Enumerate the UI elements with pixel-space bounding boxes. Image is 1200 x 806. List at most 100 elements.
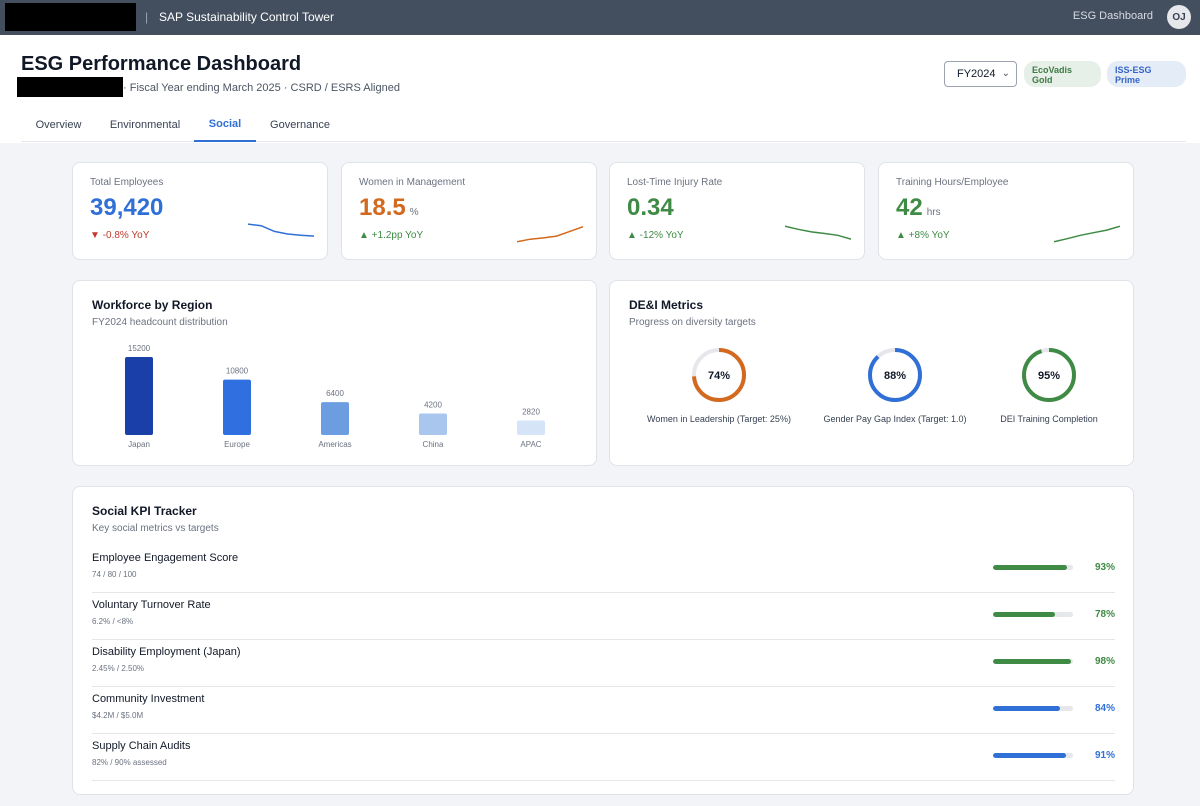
category-label: China: [423, 440, 444, 449]
title-separator: |: [145, 10, 149, 24]
sparkline: [785, 225, 851, 240]
progress-track: [993, 565, 1073, 570]
progress-percent: 91%: [1094, 750, 1115, 761]
dei-title: DE&I Metrics: [629, 298, 704, 312]
progress-track: [993, 753, 1073, 758]
kpi-value: 42 hrs: [896, 194, 941, 222]
kpi-unit: %: [409, 207, 419, 218]
tracker-title: Social KPI Tracker: [92, 504, 197, 518]
progress-fill: [993, 753, 1066, 758]
metric-name: Supply Chain Audits: [92, 740, 191, 752]
progress-track: [993, 612, 1073, 617]
dei-card: DE&I Metrics Progress on diversity targe…: [609, 280, 1134, 466]
donut-value: 74%: [708, 370, 730, 382]
donut-dei-training: 95% DEI Training Completion: [969, 345, 1129, 424]
tracker-row: Disability Employment (Japan) 2.45% / 2.…: [92, 640, 1115, 687]
page-subtitle: · Fiscal Year ending March 2025 · CSRD /…: [123, 82, 400, 94]
kpi-card-training-hours: Training Hours/Employee 42 hrs ▲ +8% YoY: [878, 162, 1134, 260]
donut-arc: [692, 348, 746, 402]
sparkline-path: [517, 225, 583, 243]
kpi-number: 39,420: [90, 194, 164, 221]
bar-apac: [517, 420, 545, 435]
tracker-row: Employee Engagement Score 74 / 80 / 100 …: [92, 546, 1115, 593]
progress-fill: [993, 612, 1056, 617]
category-label: APAC: [520, 440, 541, 449]
metric-detail: $4.2M / $5.0M: [92, 711, 144, 720]
kpi-label: Training Hours/Employee: [896, 177, 1009, 188]
tab-environmental[interactable]: Environmental: [109, 118, 181, 131]
donut-arc: [868, 348, 922, 402]
kpi-change: ▲ +1.2pp YoY: [359, 230, 424, 241]
redacted-company-name: [17, 77, 123, 97]
tracker-row: Supply Chain Audits 82% / 90% assessed 9…: [92, 734, 1115, 781]
donut-label: Women in Leadership (Target: 25%): [647, 414, 791, 424]
workforce-card: Workforce by Region FY2024 headcount dis…: [72, 280, 597, 466]
bar-value-label: 15200: [128, 344, 151, 353]
redacted-logo: [5, 3, 136, 31]
bar-americas: [321, 402, 349, 435]
kpi-value: 0.34: [627, 194, 674, 222]
bar-value-label: 4200: [424, 400, 442, 409]
bar-value-label: 10800: [226, 367, 249, 376]
progress-percent: 93%: [1094, 562, 1115, 573]
donut-label: DEI Training Completion: [1000, 414, 1098, 424]
dei-subtitle: Progress on diversity targets: [629, 317, 756, 328]
app-title: SAP Sustainability Control Tower: [159, 10, 334, 24]
user-avatar[interactable]: OJ: [1167, 5, 1191, 29]
category-label: Europe: [224, 440, 250, 449]
kpi-tracker-card: Social KPI Tracker Key social metrics vs…: [72, 486, 1134, 795]
bar-value-label: 2820: [522, 408, 540, 417]
donut-arc: [1022, 348, 1076, 402]
metric-name: Employee Engagement Score: [92, 552, 239, 564]
sparkline-path: [248, 223, 314, 237]
chevron-down-icon: ⌄: [1001, 68, 1010, 79]
donut-chart: 88%: [868, 348, 922, 402]
kpi-label: Total Employees: [90, 177, 164, 188]
kpi-number: 42: [896, 194, 923, 221]
tab-overview[interactable]: Overview: [35, 118, 82, 131]
metric-name: Voluntary Turnover Rate: [92, 599, 211, 611]
progress-fill: [993, 565, 1068, 570]
sparkline-path: [785, 225, 851, 240]
bar-value-label: 6400: [326, 389, 344, 398]
category-label: Japan: [128, 440, 150, 449]
kpi-value: 39,420: [90, 194, 163, 222]
progress-percent: 84%: [1094, 703, 1115, 714]
page-title: ESG Performance Dashboard: [21, 53, 302, 75]
fiscal-year-select[interactable]: FY2024 ⌄: [944, 61, 1017, 87]
donut-chart: 95%: [1022, 348, 1076, 402]
metric-detail: 74 / 80 / 100: [92, 570, 137, 579]
kpi-card-women-in-management: Women in Management 18.5% ▲ +1.2pp YoY: [341, 162, 597, 260]
tracker-subtitle: Key social metrics vs targets: [92, 523, 219, 534]
progress-track: [993, 659, 1073, 664]
kpi-value: 18.5%: [359, 194, 419, 222]
donut-value: 88%: [884, 370, 906, 382]
sparkline-path: [1054, 225, 1120, 243]
workforce-bar-chart: 15200 Japan 10800 Europe 6400 Americas 4200 Chi…: [125, 344, 545, 449]
bar-china: [419, 413, 447, 435]
kpi-card-total-employees: Total Employees 39,420 ▼ -0.8% YoY: [72, 162, 328, 260]
ecovadis-badge: EcoVadis Gold: [1024, 61, 1101, 87]
metric-name: Community Investment: [92, 693, 205, 705]
top-bar: | SAP Sustainability Control Tower ESG D…: [0, 0, 1200, 35]
metric-detail: 2.45% / 2.50%: [92, 664, 145, 673]
tab-governance[interactable]: Governance: [270, 118, 330, 131]
workforce-subtitle: FY2024 headcount distribution: [92, 317, 228, 328]
metric-detail: 82% / 90% assessed: [92, 758, 167, 767]
bar-japan: [125, 357, 153, 435]
esg-dashboard-link[interactable]: ESG Dashboard: [1072, 10, 1153, 22]
progress-fill: [993, 706, 1061, 711]
progress-percent: 98%: [1094, 656, 1115, 667]
page-header: ESG Performance Dashboard · Fiscal Year …: [0, 35, 1200, 143]
donut-label: Gender Pay Gap Index (Target: 1.0): [823, 414, 967, 424]
progress-track: [993, 706, 1073, 711]
donut-value: 95%: [1038, 370, 1060, 382]
tab-bar: Overview Environmental Social Governance: [21, 107, 1186, 142]
kpi-change: ▲ +8% YoY: [896, 230, 950, 241]
tab-social[interactable]: Social: [194, 107, 256, 142]
kpi-change: ▼ -0.8% YoY: [90, 230, 150, 241]
kpi-card-injury-rate: Lost-Time Injury Rate 0.34 ▲ -12% YoY: [609, 162, 865, 260]
progress-fill: [993, 659, 1072, 664]
donut-women-leadership: 74% Women in Leadership (Target: 25%): [639, 345, 799, 424]
iss-esg-badge: ISS-ESG Prime: [1107, 61, 1186, 87]
